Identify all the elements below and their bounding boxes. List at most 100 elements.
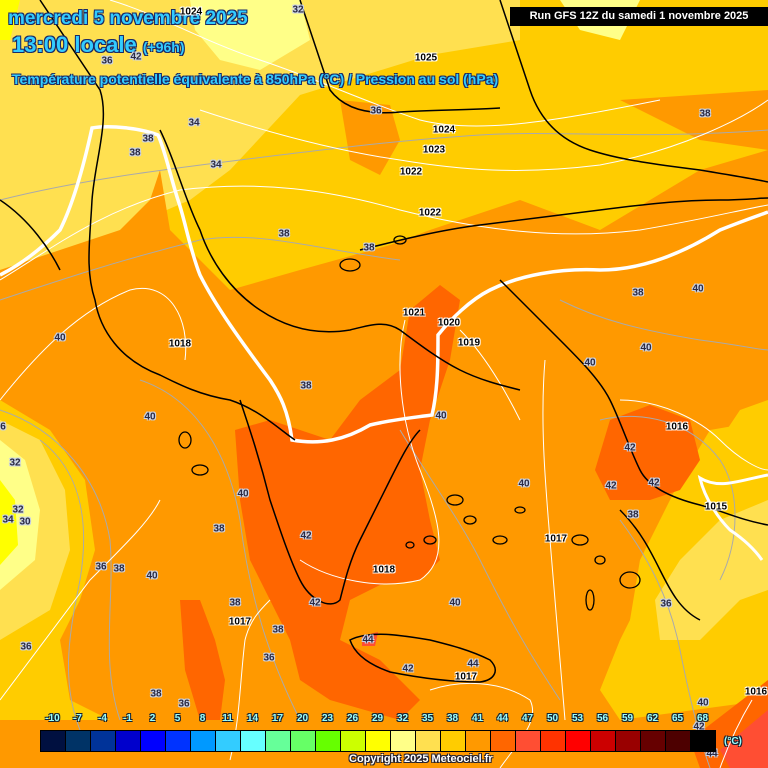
colorbar-cell (616, 731, 641, 751)
isotherm-label: 38 (363, 242, 375, 254)
colorbar-cell (566, 731, 591, 751)
colorbar-tick: 8 (199, 713, 206, 724)
isotherm-label: 30 (19, 516, 31, 528)
isotherm-label: 34 (188, 117, 200, 129)
isobar-label: 1018 (168, 338, 192, 350)
colorbar-cell (316, 731, 341, 751)
isotherm-label: 36 (263, 652, 275, 664)
isotherm-label: 42 (402, 663, 414, 675)
isobar-label: 1015 (704, 501, 728, 513)
isotherm-label: 38 (278, 228, 290, 240)
colorbar-tick: -1 (123, 713, 132, 724)
isotherm-label: 40 (449, 597, 461, 609)
isotherm-label: 38 (142, 133, 154, 145)
isotherm-label: 42 (300, 530, 312, 542)
colorbar-cell (541, 731, 566, 751)
colorbar-tick: -7 (73, 713, 82, 724)
isotherm-label: 44 (467, 658, 479, 670)
field-29-32-north (190, 0, 310, 70)
isotherm-label: 32 (292, 4, 304, 16)
colorbar-tick: 23 (321, 713, 334, 724)
colorbar-cell (366, 731, 391, 751)
isotherm-label: 42 (624, 442, 636, 454)
isobar-label: 1021 (402, 307, 426, 319)
colorbar-tick: -4 (98, 713, 107, 724)
colorbar-cell (391, 731, 416, 751)
colorbar-cell (216, 731, 241, 751)
isobar-label: 1016 (744, 686, 768, 698)
colorbar-tick: 41 (471, 713, 484, 724)
isotherm-label: 40 (584, 357, 596, 369)
isobar-label: 1017 (228, 616, 252, 628)
colorbar-cell (466, 731, 491, 751)
colorbar-cell (66, 731, 91, 751)
isotherm-label: 36 (101, 55, 113, 67)
isotherm-label: 44 (706, 748, 718, 760)
colorbar-tick: 35 (421, 713, 434, 724)
model-run-badge: Run GFS 12Z du samedi 1 novembre 2025 (510, 7, 768, 26)
colorbar-tick: -10 (45, 713, 60, 724)
isotherm-label: 32 (9, 457, 21, 469)
isotherm-label: 38 (300, 380, 312, 392)
isotherm-label: 38 (150, 688, 162, 700)
temperature-colorbar (40, 730, 716, 752)
colorbar-cell (191, 731, 216, 751)
isotherm-label: 38 (632, 287, 644, 299)
isotherm-label: 40 (640, 342, 652, 354)
colorbar-tick: 11 (222, 713, 233, 724)
colorbar-cell (691, 731, 715, 751)
colorbar-tick: 20 (296, 713, 309, 724)
colorbar-cell (641, 731, 666, 751)
isotherm-label: 40 (237, 488, 249, 500)
isotherm-label: 38 (627, 509, 639, 521)
isotherm-label: 36 (370, 105, 382, 117)
forecast-date: mercredi 5 novembre 2025 (8, 8, 248, 29)
colorbar-cell (241, 731, 266, 751)
field-38-41-balkan-west (340, 100, 400, 175)
colorbar-cell (266, 731, 291, 751)
colorbar-tick: 68 (696, 713, 709, 724)
parameter-title: Température potentielle équivalente à 85… (12, 71, 499, 87)
field-41-44-ionian (180, 600, 225, 720)
copyright-text: Copyright 2025 Meteociel.fr (349, 753, 493, 765)
colorbar-cell (141, 731, 166, 751)
isotherm-label: 42 (309, 597, 321, 609)
field-38-41-northeast (620, 90, 768, 150)
colorbar-tick: 32 (396, 713, 409, 724)
isotherm-label: 44 (362, 634, 374, 646)
isotherm-label: 38 (272, 624, 284, 636)
colorbar-tick: 65 (671, 713, 684, 724)
isotherm-label: 42 (648, 477, 660, 489)
colorbar-cell (441, 731, 466, 751)
colorbar-tick: 38 (446, 713, 459, 724)
isotherm-label: 38 (699, 108, 711, 120)
colorbar-tick-labels: -10 -7 -4 -1 2 5 8 11 14 17 20 23 26 29 32 35 38 41 44 47 50… (0, 713, 768, 727)
isobar-label: 1016 (665, 421, 689, 433)
isobar-1020-thick (0, 125, 768, 444)
isobar-label: 1023 (422, 144, 446, 156)
isotherm-label: 34 (2, 514, 14, 526)
isotherm-label: 38 (129, 147, 141, 159)
colorbar-unit: (°C) (724, 736, 742, 747)
field-41-44-greece (235, 285, 460, 720)
colorbar-cell (116, 731, 141, 751)
colorbar-cell (41, 731, 66, 751)
isotherm-label: 40 (697, 697, 709, 709)
isotherm-label: 40 (692, 283, 704, 295)
isotherm-label: 38 (213, 523, 225, 535)
colorbar-cell (666, 731, 691, 751)
colorbar-cell (491, 731, 516, 751)
isobar-label: 1018 (372, 564, 396, 576)
isotherm-label: 42 (130, 51, 142, 63)
forecast-local-time: 13:00 locale (12, 32, 137, 57)
colorbar-cell (166, 731, 191, 751)
isotherm-label: 40 (146, 570, 158, 582)
colorbar-tick: 59 (621, 713, 634, 724)
colorbar-cell (416, 731, 441, 751)
isobar-label: 1024 (432, 124, 456, 136)
colorbar-tick: 29 (371, 713, 384, 724)
isotherm-label: 40 (435, 410, 447, 422)
